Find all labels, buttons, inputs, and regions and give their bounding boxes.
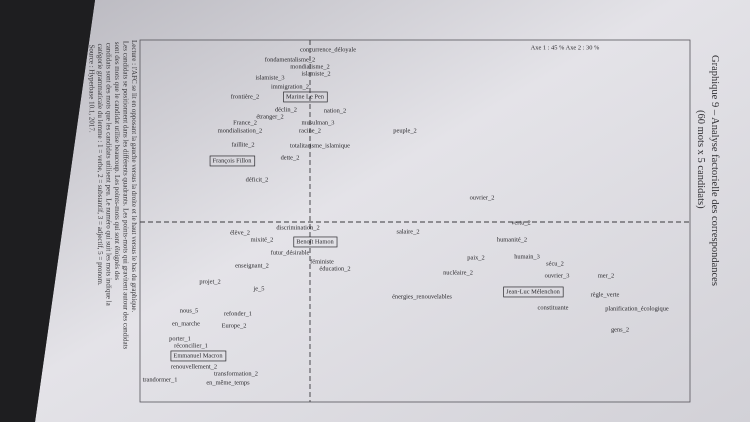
word-label: fondamentalisme_2 xyxy=(265,56,315,63)
word-label: constituante xyxy=(538,304,569,311)
word-label: peuple_2 xyxy=(393,127,416,134)
caption-line: catégorie grammaticale du lemme : 1 = ve… xyxy=(96,44,104,286)
axis-info: Axe 1 : 45 % Axe 2 : 30 % xyxy=(531,44,600,51)
caption-line: sont des mots que le candidat utilise be… xyxy=(113,42,121,281)
word-label: je_5 xyxy=(252,285,264,292)
word-label: ouvrier_3 xyxy=(545,272,570,279)
word-label: en_même_temps xyxy=(206,379,250,386)
word-label: totalitarisme_islamique xyxy=(290,142,350,149)
word-label: mondialisme_2 xyxy=(290,63,329,70)
word-label: Europe_2 xyxy=(222,322,247,329)
word-label: étranger_2 xyxy=(256,113,283,120)
word-label: porter_1 xyxy=(169,335,191,342)
word-label: humanité_2 xyxy=(497,236,527,243)
candidate-box xyxy=(283,91,328,103)
chart-subtitle: (60 mots x 5 candidats) xyxy=(695,110,706,209)
word-label: déclin_2 xyxy=(275,106,297,113)
word-label: déficit_2 xyxy=(246,176,269,183)
word-label: musulman_3 xyxy=(301,119,334,126)
word-label: réconcilier_1 xyxy=(174,342,208,349)
word-label: renouvellement_2 xyxy=(171,363,217,370)
caption-line: Les candidats se positionnent dans les d… xyxy=(122,41,130,350)
word-label: refonder_1 xyxy=(224,310,252,317)
candidate-box xyxy=(503,286,564,298)
word-label: paix_2 xyxy=(467,254,484,261)
background xyxy=(0,0,95,422)
word-label: mixité_2 xyxy=(251,236,274,243)
word-label: dette_2 xyxy=(281,154,300,161)
candidate-label: Benoît Hamon xyxy=(296,238,334,245)
word-label: salaire_2 xyxy=(396,228,419,235)
word-label: mondialisation_2 xyxy=(218,127,262,134)
word-label: trandormer_1 xyxy=(143,376,178,383)
word-label: nous_5 xyxy=(180,307,198,314)
word-label: enseignant_2 xyxy=(235,262,269,269)
caption-line: Lecture : l'AFC se lit en opposant la ga… xyxy=(130,40,138,312)
candidate-label: François Fillon xyxy=(213,157,253,164)
word-label: en_marche xyxy=(172,320,200,327)
candidate-box xyxy=(170,350,227,362)
chart-title: Graphique 9 – Analyse factorielle des co… xyxy=(709,55,720,286)
candidate-box xyxy=(293,236,338,248)
word-label: discrimination_2 xyxy=(276,224,319,231)
word-label: frontière_2 xyxy=(231,93,259,100)
word-label: gens_2 xyxy=(611,326,629,333)
word-label: islamiste_2 xyxy=(301,70,330,77)
word-label: sécu_2 xyxy=(546,260,564,267)
word-label: faillite_2 xyxy=(231,141,254,148)
candidate-box xyxy=(209,155,256,167)
word-label: transformation_2 xyxy=(214,370,258,377)
caption-line: candidats sont des mots que les candidat… xyxy=(105,43,113,307)
word-label: humain_3 xyxy=(514,253,540,260)
word-label: futur_désirable xyxy=(271,249,310,256)
chart-frame xyxy=(139,39,691,403)
word-label: immigration_2 xyxy=(271,83,309,90)
word-label: éducation_2 xyxy=(319,265,350,272)
word-label: vertu_2 xyxy=(511,219,531,226)
word-label: féministe xyxy=(310,258,334,265)
word-label: racine_2 xyxy=(299,127,321,134)
candidate-label: Jean-Luc Mélenchon xyxy=(506,288,561,295)
word-label: islamiste_3 xyxy=(255,74,284,81)
page xyxy=(35,0,750,422)
word-label: énergies_renouvelables xyxy=(392,293,452,300)
word-label: concurrence_déloyale xyxy=(300,46,356,53)
word-label: projet_2 xyxy=(199,278,220,285)
candidate-label: Emmanuel Macron xyxy=(173,352,223,359)
word-label: mer_2 xyxy=(598,272,614,279)
word-label: France_2 xyxy=(233,119,257,126)
word-label: nation_2 xyxy=(324,107,346,114)
word-label: ouvrier_2 xyxy=(470,194,495,201)
word-label: planification_écologique xyxy=(605,305,669,312)
candidate-label: Marine Le Pen xyxy=(286,93,325,100)
word-label: nucléaire_2 xyxy=(443,269,473,276)
word-label: règle_verte xyxy=(591,291,620,298)
caption-line: Source : Hyperbase 10.1, 2017. xyxy=(88,45,96,133)
word-label: élève_2 xyxy=(230,229,250,236)
